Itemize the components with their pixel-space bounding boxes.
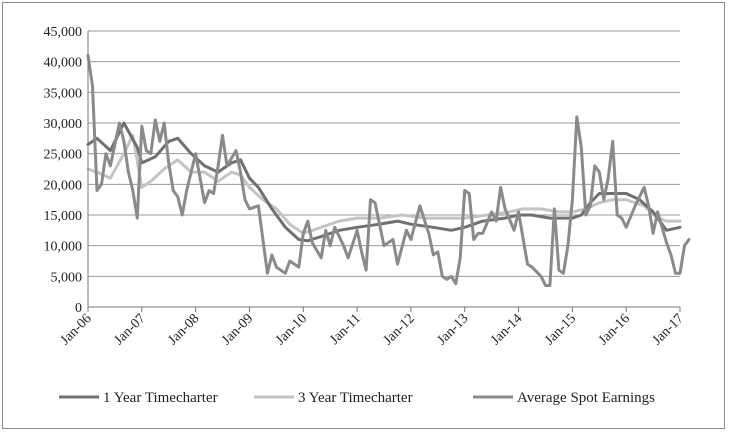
y-axis-tick-labels: 0 5,000 10,000 15,000 20,000 25,000 30,000 35,0… [44,25,83,316]
series-lines [86,54,691,287]
y-tick-label: 25,000 [44,148,83,163]
series-line-3 [86,54,691,287]
chart-frame: 0 5,000 10,000 15,000 20,000 25,000 30,000 35,0… [2,2,725,429]
x-tick-label: Jan-10 [273,311,310,348]
axes [87,31,681,312]
x-tick-label: Jan-17 [650,311,687,348]
legend-label-1: 1 Year Timecharter [103,390,218,406]
x-tick-label: Jan-13 [435,311,472,348]
x-axis-tick-labels: Jan-06 Jan-07 Jan-08 Jan-09 Jan-10 Jan-11 Jan-… [58,311,687,348]
y-tick-label: 10,000 [44,240,83,255]
x-tick-label: Jan-16 [596,311,633,348]
y-tick-label: 20,000 [44,178,83,193]
y-tick-label: 0 [75,301,82,316]
line-chart: 0 5,000 10,000 15,000 20,000 25,000 30,000 35,0… [44,25,691,406]
y-tick-label: 15,000 [44,209,83,224]
x-tick-label: Jan-11 [327,311,364,348]
x-tick-label: Jan-06 [58,311,95,348]
y-tick-label: 45,000 [44,25,83,40]
x-tick-label: Jan-09 [219,311,256,348]
y-tick-label: 5,000 [51,270,83,285]
y-tick-label: 30,000 [44,117,83,132]
x-tick-label: Jan-07 [112,311,149,348]
y-tick-label: 40,000 [44,56,83,71]
x-tick-label: Jan-14 [488,311,525,348]
legend-label-2: 3 Year Timecharter [298,390,413,406]
x-tick-label: Jan-15 [542,311,579,348]
x-tick-label: Jan-12 [381,311,418,348]
series-line-1 [86,121,682,243]
legend-label-3: Average Spot Earnings [517,390,655,406]
legend: 1 Year Timecharter 3 Year Timecharter Aver… [59,390,655,406]
y-tick-label: 35,000 [44,86,83,101]
x-tick-label: Jan-08 [165,311,202,348]
